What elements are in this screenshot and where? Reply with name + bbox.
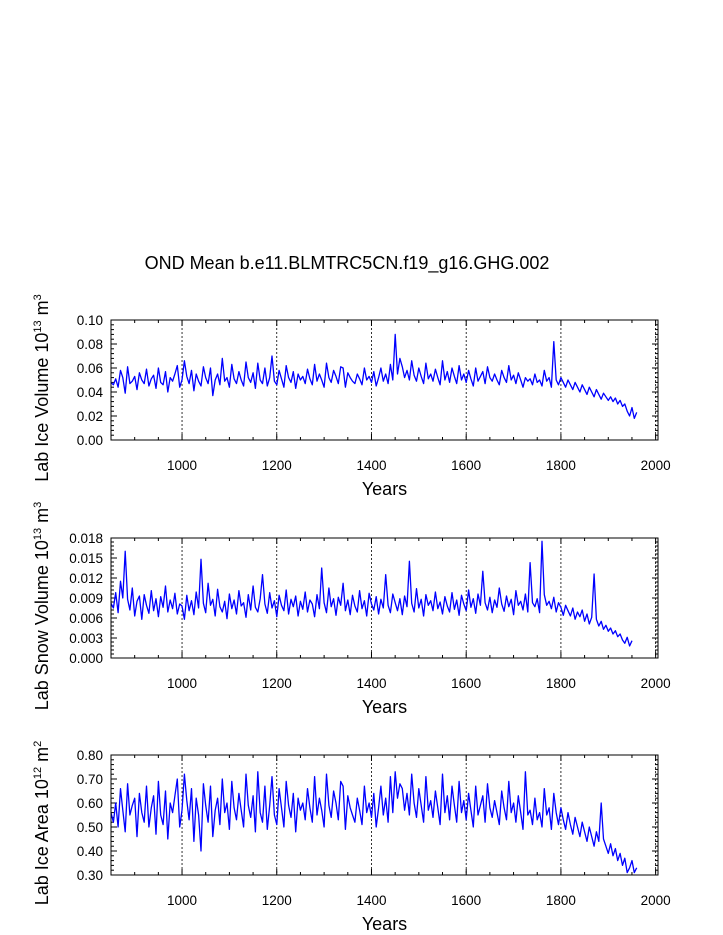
y-tick-label: 0.003: [69, 631, 103, 646]
y-tick-label: 0.02: [77, 409, 103, 424]
panel-snow-volume: 1000 1200 1400 1600 1800 2000 0.000 0.003 0.006 0…: [32, 502, 671, 717]
y-tick-label: 0.00: [77, 433, 103, 448]
series-line-snow-volume: [110, 540, 633, 647]
x-tick-label: 2000: [641, 458, 671, 473]
x-tick-label: 1000: [167, 676, 197, 691]
y-tick-label: 0.40: [77, 844, 103, 859]
x-tick-label: 1800: [546, 893, 576, 908]
x-tick-label: 1600: [451, 676, 481, 691]
y-tick-label: 0.08: [77, 337, 103, 352]
series-line-ice-area: [110, 771, 638, 874]
x-tick-label: 1200: [262, 458, 292, 473]
x-tick-label: 2000: [641, 893, 671, 908]
y-axis-title-ice-volume: Lab Ice Volume 1013 m3: [32, 294, 52, 482]
figure-title: OND Mean b.e11.BLMTRC5CN.f19_g16.GHG.002: [145, 253, 550, 274]
y-tick-label: 0.70: [77, 772, 103, 787]
x-axis-title-snow-volume: Years: [362, 697, 407, 717]
x-tick-label: 1400: [356, 458, 386, 473]
panel-ice-area: 1000 1200 1400 1600 1800 2000 0.30 0.40 0.50 0.60…: [32, 741, 671, 934]
x-tick-label: 1400: [356, 676, 386, 691]
y-tick-label: 0.06: [77, 361, 103, 376]
y-tick-label: 0.30: [77, 868, 103, 883]
plot-frame-snow-volume: [110, 537, 659, 659]
x-tick-label: 1000: [167, 893, 197, 908]
y-tick-label: 0.80: [77, 748, 103, 763]
y-axis-title-snow-volume: Lab Snow Volume 1013 m3: [32, 502, 52, 711]
plot-frame-ice-area: [110, 754, 659, 876]
x-axis-title-ice-volume: Years: [362, 479, 407, 499]
x-tick-label: 2000: [641, 676, 671, 691]
y-tick-label: 0.006: [69, 611, 103, 626]
x-axis-title-ice-area: Years: [362, 914, 407, 934]
y-tick-label: 0.10: [77, 313, 103, 328]
x-tick-label: 1000: [167, 458, 197, 473]
x-tick-label: 1600: [451, 458, 481, 473]
y-tick-label: 0.018: [69, 531, 103, 546]
y-tick-label: 0.009: [69, 591, 103, 606]
y-tick-label: 0.50: [77, 820, 103, 835]
y-tick-label: 0.60: [77, 796, 103, 811]
y-tick-label: 0.012: [69, 571, 103, 586]
y-axis-title-ice-area: Lab Ice Area 1012 m2: [32, 741, 52, 906]
x-tick-label: 1400: [356, 893, 386, 908]
x-tick-label: 1800: [546, 676, 576, 691]
series-line-ice-volume: [110, 333, 638, 420]
x-tick-label: 1200: [262, 676, 292, 691]
y-tick-label: 0.000: [69, 651, 103, 666]
y-tick-label: 0.015: [69, 551, 103, 566]
plot-frame-ice-volume: [110, 319, 659, 441]
panel-ice-volume: 1000 1200 1400 1600 1800 2000 0.00 0.02 0.04 0.06…: [32, 294, 671, 499]
x-tick-label: 1200: [262, 893, 292, 908]
x-tick-label: 1600: [451, 893, 481, 908]
x-tick-label: 1800: [546, 458, 576, 473]
y-tick-label: 0.04: [77, 385, 104, 400]
